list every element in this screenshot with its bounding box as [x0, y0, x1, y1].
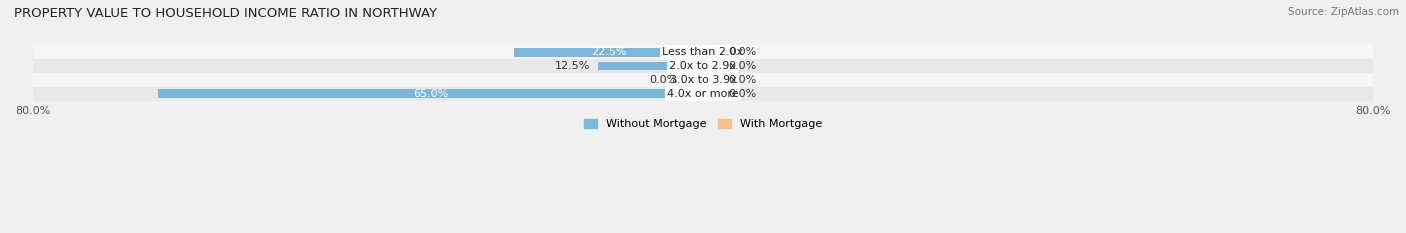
Bar [32, 59, 1374, 73]
Text: 0.0%: 0.0% [728, 89, 756, 99]
Text: 4.0x or more: 4.0x or more [668, 89, 738, 99]
Bar [599, 62, 703, 70]
Bar [703, 62, 720, 70]
Bar [703, 76, 720, 84]
Text: 22.5%: 22.5% [591, 47, 627, 57]
Text: 2.0x to 2.9x: 2.0x to 2.9x [669, 61, 737, 71]
Text: 0.0%: 0.0% [650, 75, 678, 85]
Text: 0.0%: 0.0% [728, 47, 756, 57]
Text: 0.0%: 0.0% [728, 61, 756, 71]
Bar [32, 45, 1374, 59]
Text: 12.5%: 12.5% [554, 61, 591, 71]
Bar [703, 48, 720, 57]
Legend: Without Mortgage, With Mortgage: Without Mortgage, With Mortgage [583, 119, 823, 130]
Text: Source: ZipAtlas.com: Source: ZipAtlas.com [1288, 7, 1399, 17]
Text: PROPERTY VALUE TO HOUSEHOLD INCOME RATIO IN NORTHWAY: PROPERTY VALUE TO HOUSEHOLD INCOME RATIO… [14, 7, 437, 20]
Bar [159, 89, 703, 98]
Bar [703, 89, 720, 98]
Bar [515, 48, 703, 57]
Bar [32, 73, 1374, 87]
Text: 65.0%: 65.0% [413, 89, 449, 99]
Bar [32, 87, 1374, 101]
Text: 3.0x to 3.9x: 3.0x to 3.9x [669, 75, 737, 85]
Bar [686, 76, 703, 84]
Text: Less than 2.0x: Less than 2.0x [662, 47, 744, 57]
Text: 0.0%: 0.0% [728, 75, 756, 85]
